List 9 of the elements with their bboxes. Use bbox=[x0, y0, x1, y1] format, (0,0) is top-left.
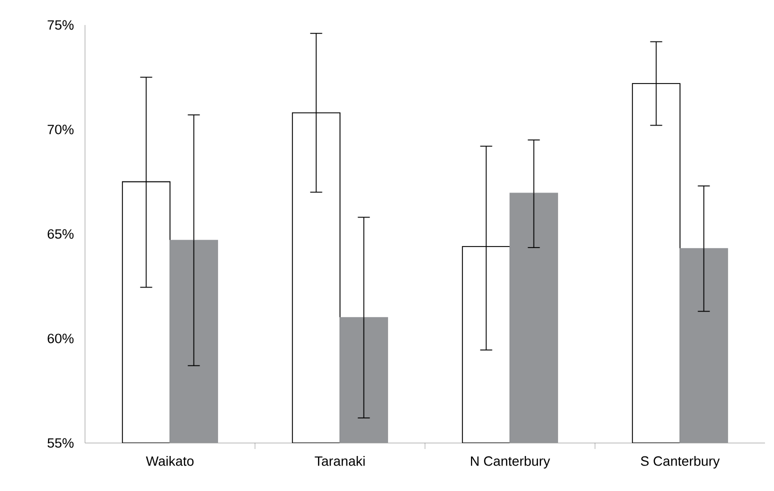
y-tick-label: 65% bbox=[48, 229, 74, 239]
y-tick-label: 60% bbox=[48, 334, 74, 344]
x-tick-label: Waikato bbox=[146, 456, 194, 466]
x-tick-label: Taranaki bbox=[314, 456, 365, 466]
y-tick-label: 70% bbox=[48, 124, 74, 134]
y-tick-label: 55% bbox=[48, 438, 74, 448]
x-tick-label: S Canterbury bbox=[640, 456, 720, 469]
y-tick-label: 75% bbox=[48, 20, 74, 30]
x-tick-label: N Canterbury bbox=[470, 456, 550, 469]
